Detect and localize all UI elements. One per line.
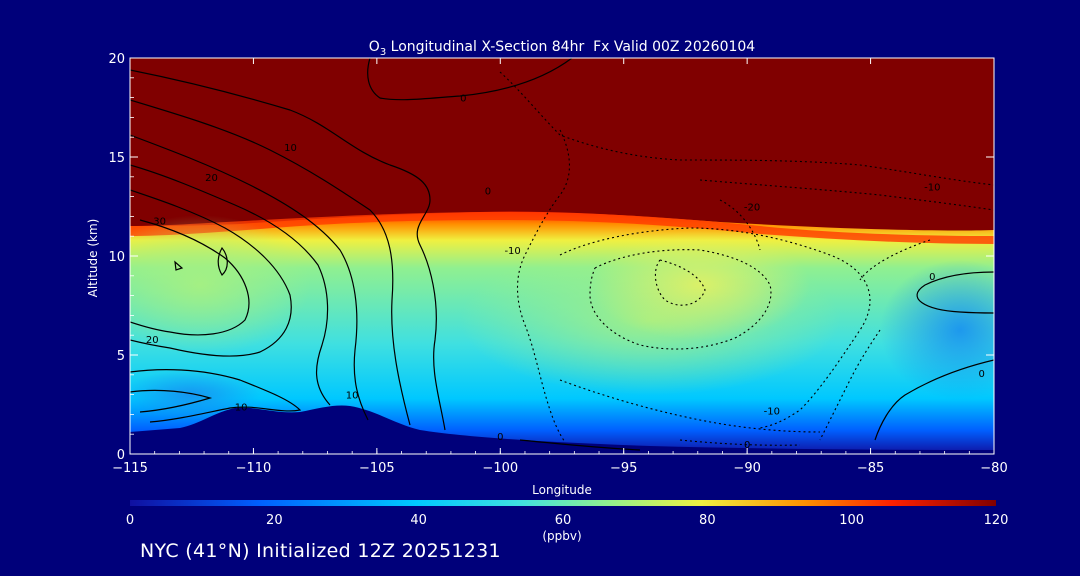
colorbar-tick-label: 40 <box>410 513 427 528</box>
contour-label: 10 <box>346 391 359 402</box>
contour-label: 20 <box>146 335 159 346</box>
x-tick-label: −95 <box>610 461 637 476</box>
contour-label: 30 <box>153 216 166 227</box>
contour-label: 0 <box>978 369 984 380</box>
y-tick-label: 5 <box>117 349 125 364</box>
contour-label: -10 <box>924 183 940 194</box>
contours-positive <box>130 58 994 451</box>
init-info: NYC (41°N) Initialized 12Z 20251231 <box>140 540 501 562</box>
x-tick-label: −110 <box>236 461 272 476</box>
y-axis-label: Altitude (km) <box>86 219 100 298</box>
y-tick-label: 10 <box>108 250 125 265</box>
tropopause-transition <box>130 212 994 244</box>
x-axis-label: Longitude <box>532 483 592 497</box>
x-axis: −115 −110 −105 −100 −95 −90 −85 −80 <box>112 58 1008 476</box>
colorbar-tick-label: 100 <box>839 513 864 528</box>
contour-label: 0 <box>485 187 491 198</box>
colorbar-ticks: 0 20 40 60 80 100 120 <box>126 513 1009 528</box>
chart-title: O3 Longitudinal X-Section 84hr Fx Valid … <box>369 39 755 58</box>
x-tick-label: −85 <box>857 461 884 476</box>
colorbar-tick-label: 20 <box>266 513 283 528</box>
contour-label: 0 <box>744 440 750 451</box>
colorbar-tick-label: 80 <box>699 513 716 528</box>
colorbar-tick-label: 60 <box>555 513 572 528</box>
contour-label: -10 <box>764 406 780 417</box>
tropopause-dome <box>130 58 994 231</box>
y-axis: 0 5 10 15 20 <box>108 52 994 463</box>
x-tick-label: −105 <box>359 461 395 476</box>
y-tick-label: 20 <box>108 52 125 67</box>
colorbar-tick-label: 0 <box>126 513 134 528</box>
blue-region-east <box>880 260 994 400</box>
colorbar-unit: (ppbv) <box>542 529 581 543</box>
yellow-region-central <box>590 230 810 340</box>
colorbar-tick-label: 120 <box>984 513 1009 528</box>
terrain <box>130 405 994 454</box>
x-tick-label: −80 <box>980 461 1007 476</box>
y-tick-label: 15 <box>108 151 125 166</box>
contour-label: -20 <box>744 203 760 214</box>
contour-label: 20 <box>205 173 218 184</box>
contour-label: 10 <box>235 402 248 413</box>
green-region-west <box>130 215 310 355</box>
colorbar <box>130 500 996 506</box>
ozone-field: 0 10 20 30 0 -20 -10 -10 0 20 10 10 0 -10 0 0 <box>130 58 994 454</box>
y-tick-label: 0 <box>117 448 125 463</box>
blue-region-west-low <box>130 370 260 420</box>
x-tick-label: −100 <box>482 461 518 476</box>
contour-label: 10 <box>284 143 297 154</box>
contour-label: -10 <box>504 246 520 257</box>
x-tick-label: −115 <box>112 461 148 476</box>
contour-label: 0 <box>497 432 503 443</box>
contour-label: 0 <box>929 272 935 283</box>
contour-labels: 0 10 20 30 0 -20 -10 -10 0 20 10 10 0 -10 0 0 <box>146 94 985 452</box>
contours-negative <box>499 71 994 446</box>
contour-label: 0 <box>460 94 466 105</box>
x-tick-label: −90 <box>733 461 760 476</box>
